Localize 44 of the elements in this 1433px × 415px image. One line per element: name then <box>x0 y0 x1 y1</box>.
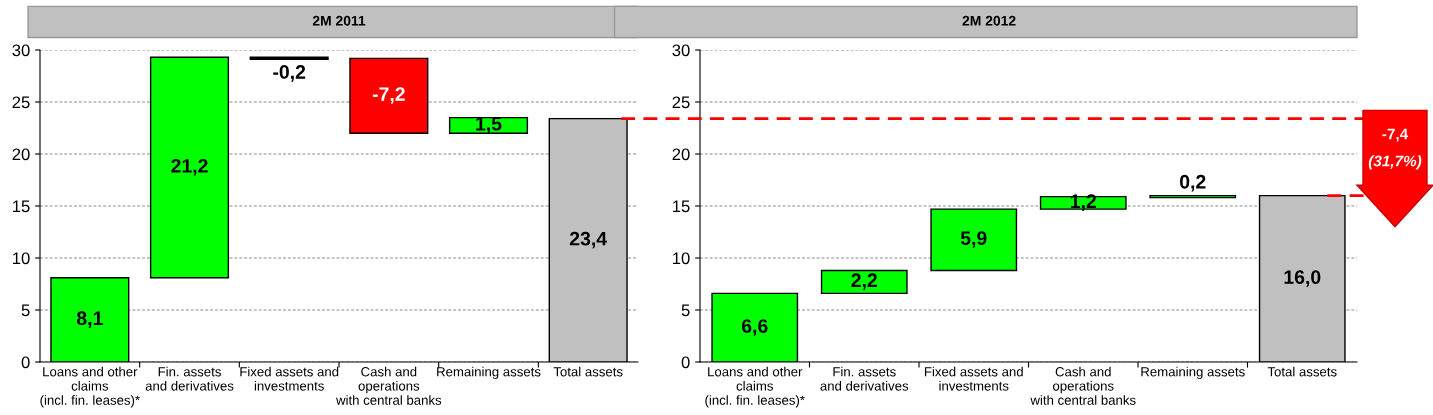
y-tick-label: 10 <box>673 252 690 265</box>
text: -7,4 <box>1382 128 1409 142</box>
text: (31,7%) <box>1368 155 1422 170</box>
data-label: -7,2 <box>372 87 405 104</box>
x-tick-label: Fin. assets and derivatives <box>145 366 234 391</box>
chart-title: 2M 2011 <box>312 15 366 26</box>
y-tick-label: 25 <box>12 96 30 109</box>
bar <box>820 269 908 295</box>
y-tick-label: 30 <box>672 44 690 57</box>
y-tick-label: 20 <box>12 148 30 161</box>
data-label: 23,4 <box>569 231 607 249</box>
x-tick-label: Total assets <box>553 366 623 377</box>
x-tick-label: Fin. assets and derivatives <box>820 366 909 391</box>
data-label: 16,0 <box>1284 270 1321 287</box>
y-tick-label: 10 <box>13 252 30 265</box>
data-label: 5,9 <box>960 231 987 248</box>
x-tick-label: Fixed assets and investments <box>924 366 1023 391</box>
data-label: -0,2 <box>273 65 306 82</box>
x-tick-label: Remaining assets <box>1141 366 1245 380</box>
x-tick-label: Loans and other claims (incl. fin. leases)* <box>705 366 805 408</box>
y-tick-label: 5 <box>21 304 30 317</box>
y-tick-label: 30 <box>12 44 30 57</box>
y-tick-label: 0 <box>21 356 30 369</box>
data-label: 21,2 <box>171 158 208 176</box>
bar <box>1039 195 1127 210</box>
y-tick-label: 15 <box>673 200 690 213</box>
y-tick-label: 5 <box>681 304 690 317</box>
bar <box>149 56 230 279</box>
y-tick-label: 0 <box>681 356 690 369</box>
data-label: 8,1 <box>76 311 103 328</box>
y-tick-label: 20 <box>672 148 690 161</box>
chart-title: 2M 2012 <box>962 15 1016 26</box>
data-label: 6,6 <box>741 319 768 336</box>
data-label: 2,2 <box>851 273 877 290</box>
bar <box>930 208 1018 272</box>
data-label: 0,2 <box>1180 174 1206 192</box>
bar <box>349 57 429 134</box>
y-tick-label: 15 <box>13 200 30 213</box>
x-tick-label: Cash and operations with central banks <box>1030 366 1136 405</box>
x-tick-label: Total assets <box>1267 366 1337 377</box>
y-tick-label: 25 <box>672 96 690 109</box>
bar <box>448 116 529 134</box>
x-tick-label: Loans and other claims (incl. fin. leases)* <box>40 366 140 408</box>
x-tick-label: Remaining assets <box>437 366 541 380</box>
